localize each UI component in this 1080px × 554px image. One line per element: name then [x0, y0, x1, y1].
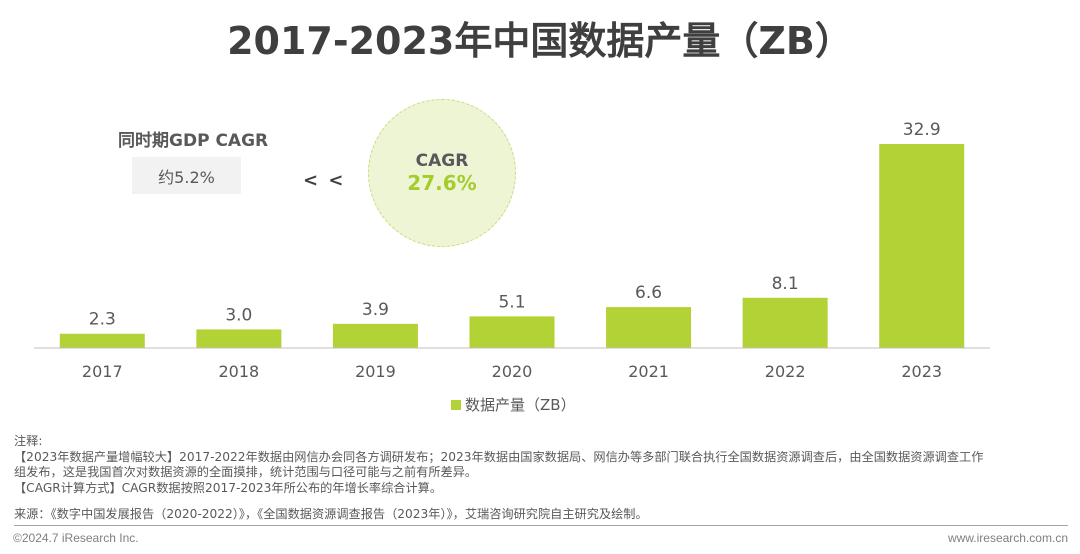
- data-label-2018: 3.0: [225, 305, 252, 325]
- data-label-2023: 32.9: [903, 120, 941, 140]
- copyright: ©2024.7 iResearch Inc.: [13, 531, 139, 545]
- bar-2019: [332, 323, 418, 348]
- bar-2023: [879, 144, 965, 348]
- source-text: 来源：《数字中国发展报告（2020-2022）》，《全国数据资源调查报告（202…: [14, 507, 648, 521]
- data-label-2021: 6.6: [635, 283, 662, 303]
- legend-swatch: [451, 399, 461, 410]
- bar-2018: [196, 329, 282, 348]
- notes-heading: 注释:: [14, 434, 43, 448]
- less-than-operator: < <: [303, 170, 346, 191]
- website-link: www.iresearch.com.cn: [947, 531, 1068, 545]
- gdp-cagr-value: 约5.2%: [158, 167, 215, 187]
- legend-label: 数据产量（ZB）: [465, 396, 576, 414]
- cagr-circle: CAGR 27.6%: [368, 99, 516, 247]
- cagr-label: CAGR: [415, 151, 469, 171]
- legend: 数据产量（ZB）: [451, 394, 576, 415]
- x-tick-2022: 2022: [765, 362, 806, 381]
- notes-line-1: 【2023年数据产量增幅较大】2017-2022年数据由网信办会同各方调研发布；…: [14, 449, 984, 464]
- x-tick-2017: 2017: [82, 362, 123, 381]
- x-tick-2021: 2021: [628, 362, 669, 381]
- data-label-2019: 3.9: [362, 300, 389, 320]
- bar-2020: [469, 316, 555, 348]
- x-tick-2018: 2018: [218, 362, 259, 381]
- bar-2021: [606, 307, 692, 348]
- x-tick-2020: 2020: [492, 362, 533, 381]
- notes-line-3: 【CAGR计算方式】CAGR数据按照2017-2023年所公布的年增长率综合计算…: [14, 480, 443, 495]
- gdp-cagr-value-box: 约5.2%: [132, 157, 241, 194]
- x-tick-2019: 2019: [355, 362, 396, 381]
- notes: 注释: 【2023年数据产量增幅较大】2017-2022年数据由网信办会同各方调…: [14, 434, 1074, 496]
- bar-2017: [59, 333, 145, 348]
- data-label-2017: 2.3: [89, 310, 116, 330]
- x-tick-2023: 2023: [901, 362, 942, 381]
- data-label-2020: 5.1: [498, 292, 525, 312]
- bar-2022: [742, 297, 828, 348]
- page-title: 2017-2023年中国数据产量（ZB）: [227, 19, 853, 63]
- footer-divider: [14, 525, 1068, 526]
- gdp-cagr-label: 同时期GDP CAGR: [118, 131, 269, 151]
- data-label-2022: 8.1: [772, 274, 799, 294]
- bars-group: 2.3 3.0 3.9 5.1 6.6 8.1 32.9: [59, 120, 965, 348]
- x-tick-labels: 2017 2018 2019 2020 2021 2022 2023: [82, 362, 942, 381]
- notes-line-2: 组发布，这是我国首次对数据资源的全面摸排，统计范围与口径可能与之前有所差异。: [14, 465, 478, 479]
- cagr-value: 27.6%: [407, 171, 477, 195]
